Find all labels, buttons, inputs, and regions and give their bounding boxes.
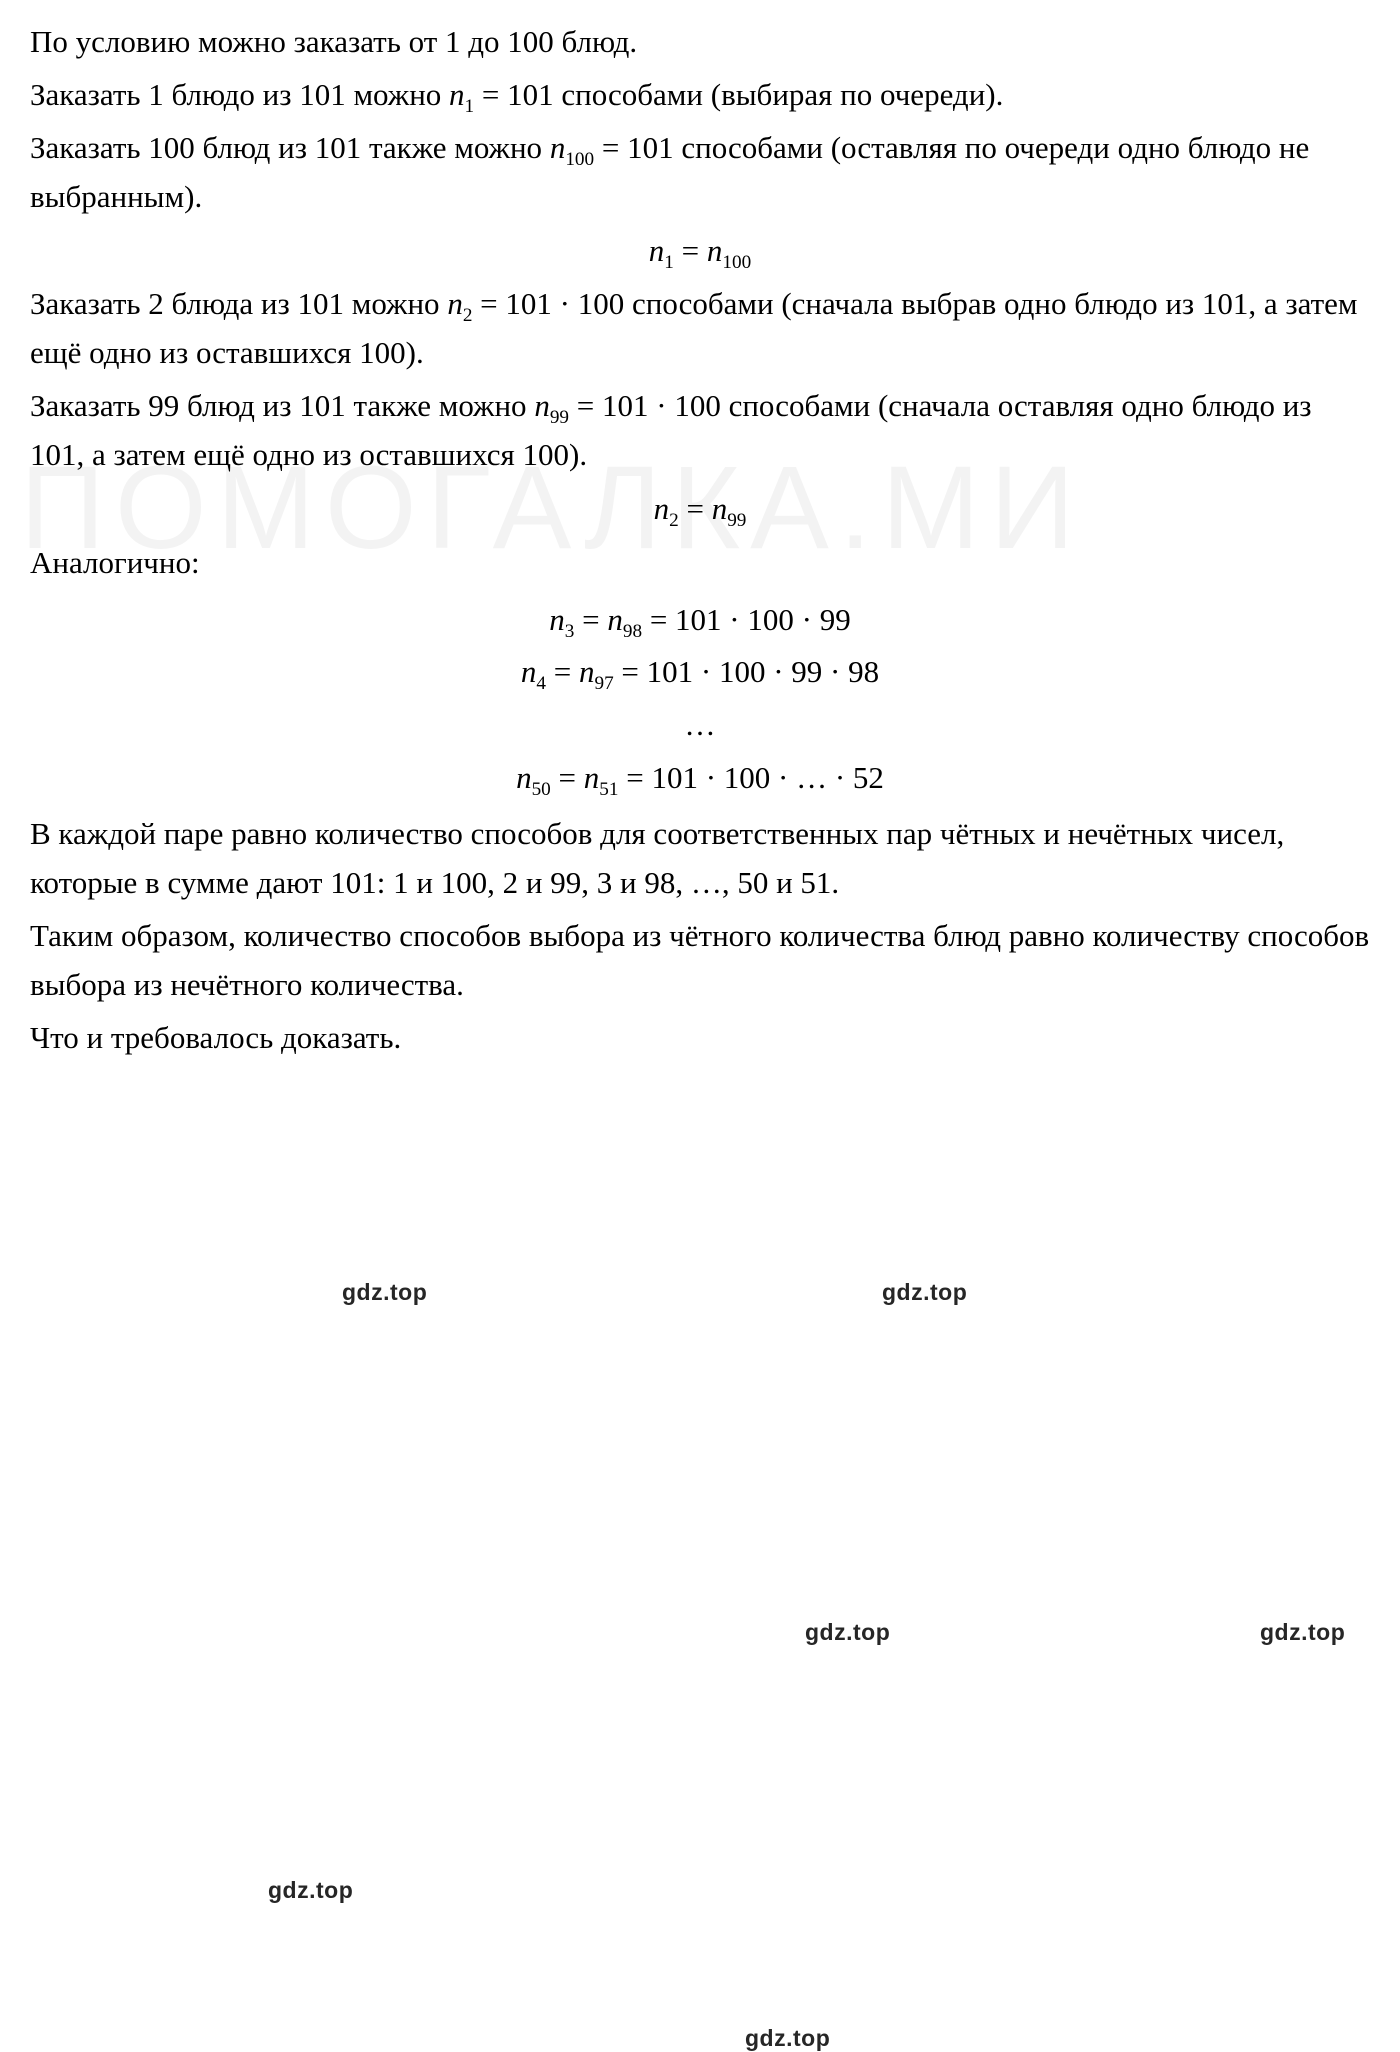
- watermark-small: gdz.top: [882, 1279, 967, 1306]
- eq3-r2-b-var: n: [579, 654, 595, 689]
- eq3-r3-b-sub: 51: [599, 779, 618, 800]
- eq2-lhs-sub: 2: [669, 510, 679, 531]
- p3-text-a: Заказать 100 блюд из 101 также можно: [30, 130, 550, 165]
- eq3-r1-a-sub: 3: [565, 621, 575, 642]
- eq3-r2-a-sub: 4: [536, 674, 546, 695]
- p3-n-sub: 100: [565, 149, 594, 170]
- equation-1: n1 = n100: [30, 228, 1370, 275]
- paragraph-4: Заказать 2 блюда из 101 можно n2 = 101 ·…: [30, 280, 1370, 378]
- eq1-rhs-sub: 100: [722, 252, 751, 273]
- eq3-r3-a-var: n: [516, 760, 532, 795]
- eq1-eq-sign: =: [674, 233, 707, 268]
- eq3-r2-rhs: = 101 · 100 · 99 · 98: [614, 654, 879, 689]
- eq3-r3-eq1: =: [551, 760, 584, 795]
- p4-n-var: n: [447, 286, 463, 321]
- eq3-r1-a-var: n: [549, 602, 565, 637]
- watermark-small: gdz.top: [745, 2025, 830, 2052]
- paragraph-2: Заказать 1 блюдо из 101 можно n1 = 101 с…: [30, 71, 1370, 120]
- eq3-r2-eq1: =: [546, 654, 579, 689]
- eq3-r1-b-var: n: [607, 602, 623, 637]
- equation-block-3: n3 = n98 = 101 · 100 · 99 n4 = n97 = 101…: [30, 594, 1370, 805]
- eq1-rhs-var: n: [707, 233, 723, 268]
- paragraph-6: Аналогично:: [30, 539, 1370, 588]
- watermark-small: gdz.top: [268, 1877, 353, 1904]
- eq1-lhs-sub: 1: [664, 252, 674, 273]
- eq3-r3-b-var: n: [584, 760, 600, 795]
- p2-n-sub: 1: [465, 96, 475, 117]
- paragraph-1: По условию можно заказать от 1 до 100 бл…: [30, 18, 1370, 67]
- paragraph-3: Заказать 100 блюд из 101 также можно n10…: [30, 124, 1370, 222]
- p3-n-var: n: [550, 130, 566, 165]
- eq2-lhs-var: n: [654, 491, 670, 526]
- paragraph-7: В каждой паре равно количество способов …: [30, 810, 1370, 908]
- eq3-r2-a-var: n: [521, 654, 537, 689]
- eq3-r3-rhs: = 101 · 100 · … · 52: [618, 760, 883, 795]
- p5-text-a: Заказать 99 блюд из 101 также можно: [30, 388, 534, 423]
- p4-n-sub: 2: [463, 306, 473, 327]
- p5-n-var: n: [534, 388, 550, 423]
- eq3-r1-rhs: = 101 · 100 · 99: [642, 602, 851, 637]
- p5-n-sub: 99: [550, 408, 569, 429]
- eq2-rhs-var: n: [712, 491, 728, 526]
- watermark-small: gdz.top: [342, 1279, 427, 1306]
- p2-n-var: n: [449, 77, 465, 112]
- eq3-r2-b-sub: 97: [594, 674, 613, 695]
- eq3-r1-b-sub: 98: [623, 621, 642, 642]
- watermark-small: gdz.top: [805, 1619, 890, 1646]
- p2-text-a: Заказать 1 блюдо из 101 можно: [30, 77, 449, 112]
- eq3-r3-a-sub: 50: [532, 779, 551, 800]
- paragraph-8: Таким образом, количество способов выбор…: [30, 912, 1370, 1010]
- paragraph-5: Заказать 99 блюд из 101 также можно n99 …: [30, 382, 1370, 480]
- eq2-eq-sign: =: [679, 491, 712, 526]
- p2-text-b: = 101 способами (выбирая по очереди).: [474, 77, 1003, 112]
- paragraph-9: Что и требовалось доказать.: [30, 1014, 1370, 1063]
- eq1-lhs-var: n: [649, 233, 665, 268]
- p4-text-a: Заказать 2 блюда из 101 можно: [30, 286, 447, 321]
- eq2-rhs-sub: 99: [727, 510, 746, 531]
- eq3-r1-eq1: =: [574, 602, 607, 637]
- equation-2: n2 = n99: [30, 486, 1370, 533]
- eq3-dots: …: [30, 699, 1370, 752]
- watermark-small: gdz.top: [1260, 1619, 1345, 1646]
